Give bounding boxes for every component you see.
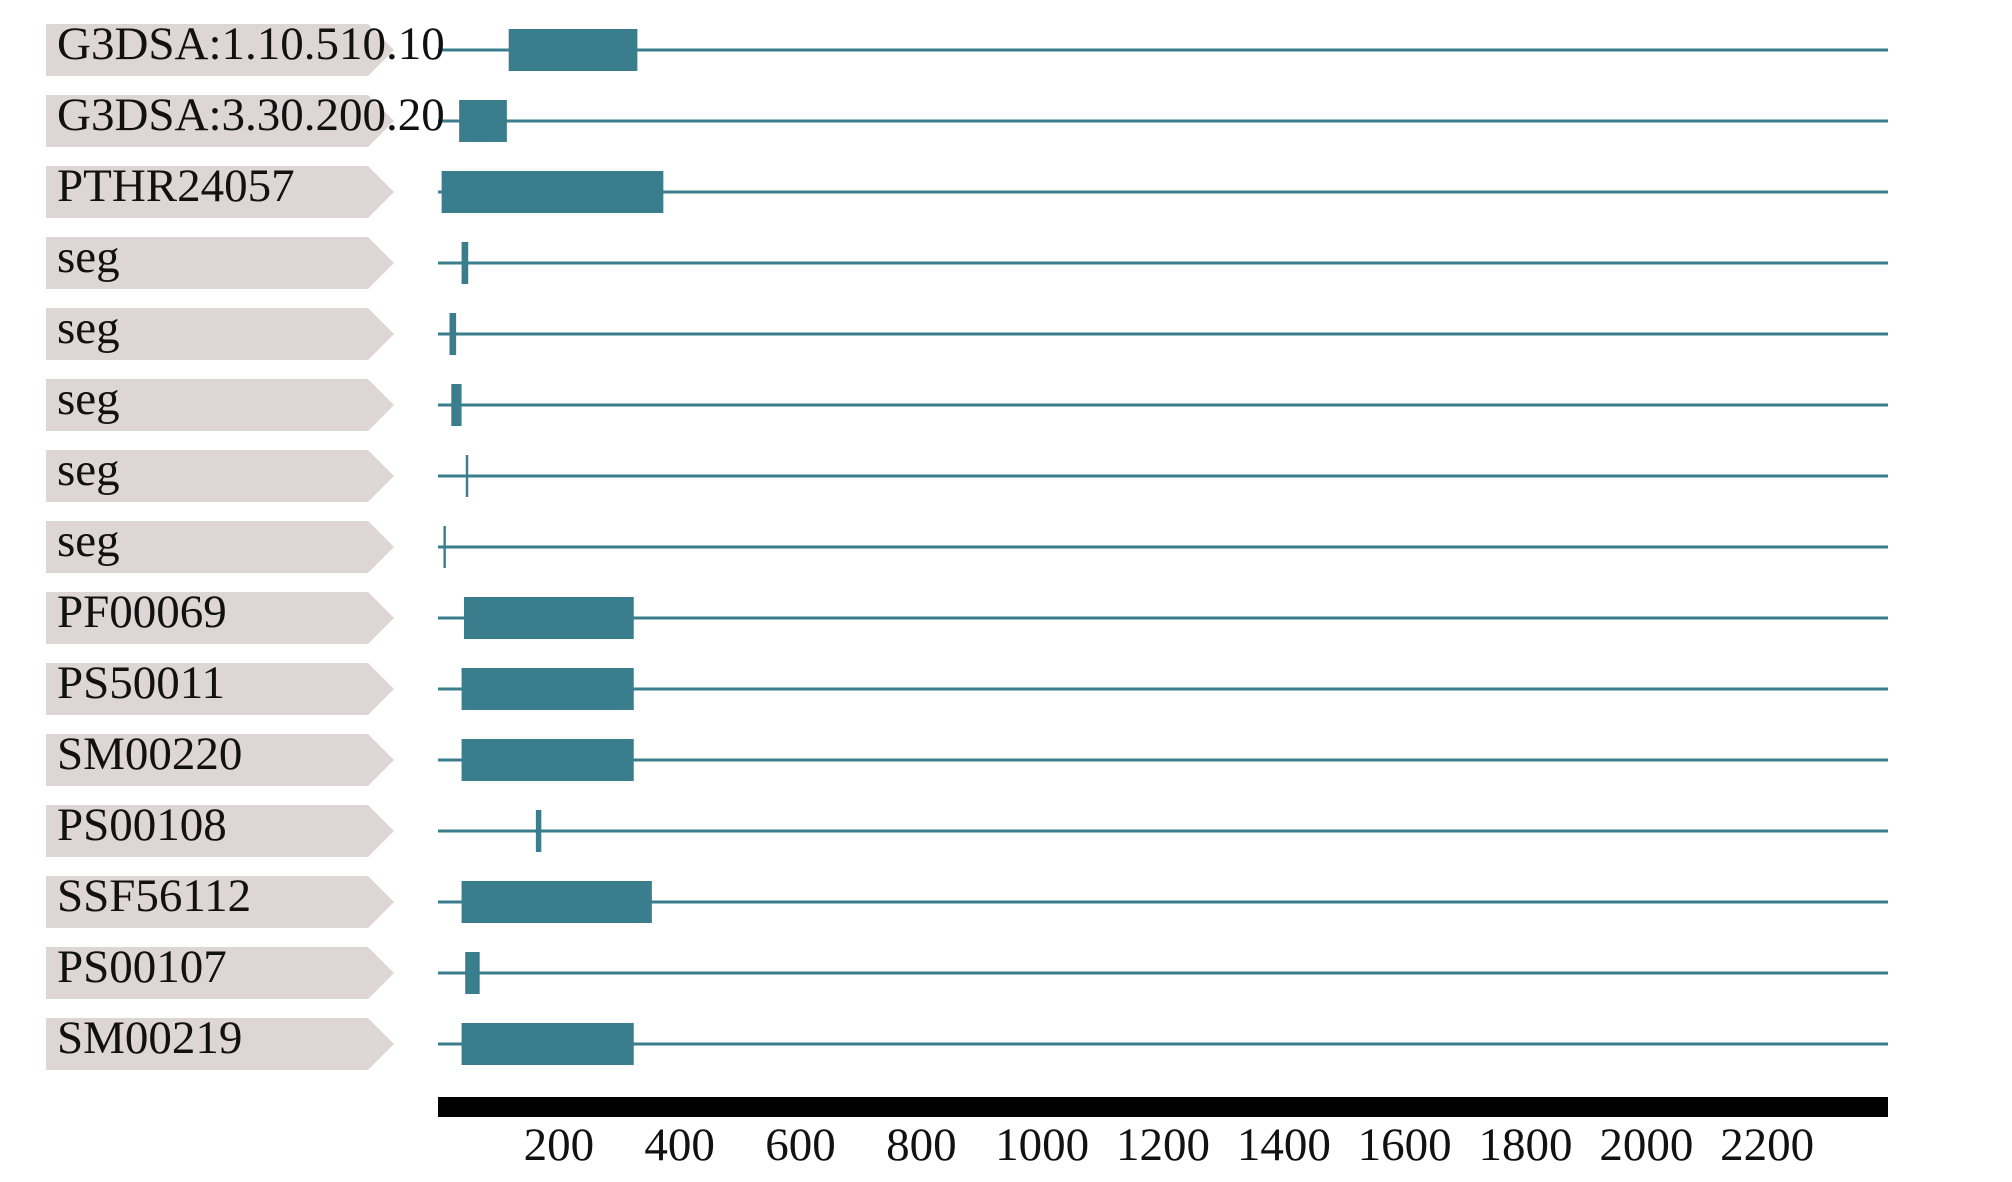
row-label: seg (57, 515, 120, 567)
label-box (46, 166, 394, 218)
row-label: G3DSA:3.30.200.20 (57, 89, 445, 141)
row-label: SM00220 (57, 728, 242, 780)
label-box (46, 379, 394, 431)
domain (449, 313, 457, 355)
label-box (46, 1018, 394, 1070)
x-tick-label: 1000 (995, 1119, 1089, 1171)
domain (461, 739, 634, 781)
domain (465, 952, 480, 994)
label-box (46, 24, 394, 76)
row-label: PTHR24057 (57, 160, 295, 212)
domain (461, 242, 469, 284)
label-box (46, 308, 394, 360)
domain (465, 455, 469, 497)
row-label: G3DSA:1.10.510.10 (57, 18, 445, 70)
domain (461, 1023, 634, 1065)
axis-bar (438, 1097, 1888, 1117)
x-tick-label: 2000 (1599, 1119, 1693, 1171)
label-box (46, 450, 394, 502)
x-tick-label: 2200 (1720, 1119, 1814, 1171)
x-tick-label: 1600 (1358, 1119, 1452, 1171)
label-box (46, 237, 394, 289)
label-box (46, 947, 394, 999)
label-box (46, 805, 394, 857)
label-box (46, 876, 394, 928)
row-label: SSF56112 (57, 870, 251, 922)
row-label: PS50011 (57, 657, 225, 709)
row-label: SM00219 (57, 1012, 242, 1064)
row-label: PS00107 (57, 941, 227, 993)
row-label: seg (57, 302, 120, 354)
label-box (46, 95, 394, 147)
x-tick-label: 600 (765, 1119, 836, 1171)
x-tick-label: 1800 (1479, 1119, 1573, 1171)
x-tick-label: 1200 (1116, 1119, 1210, 1171)
label-box (46, 734, 394, 786)
row-label: seg (57, 231, 120, 283)
label-box (46, 663, 394, 715)
x-tick-label: 1400 (1237, 1119, 1331, 1171)
x-tick-label: 800 (886, 1119, 957, 1171)
domain (508, 29, 638, 71)
row-label: PF00069 (57, 586, 227, 638)
x-tick-label: 400 (644, 1119, 715, 1171)
row-label: seg (57, 444, 120, 496)
label-box (46, 592, 394, 644)
domain (463, 597, 634, 639)
domain (461, 668, 634, 710)
domain (461, 881, 652, 923)
domain (443, 526, 446, 568)
x-tick-label: 200 (524, 1119, 595, 1171)
label-box (46, 521, 394, 573)
domain (535, 810, 542, 852)
domain (451, 384, 462, 426)
row-label: PS00108 (57, 799, 227, 851)
row-label: seg (57, 373, 120, 425)
domain (441, 171, 664, 213)
domain (459, 100, 507, 142)
